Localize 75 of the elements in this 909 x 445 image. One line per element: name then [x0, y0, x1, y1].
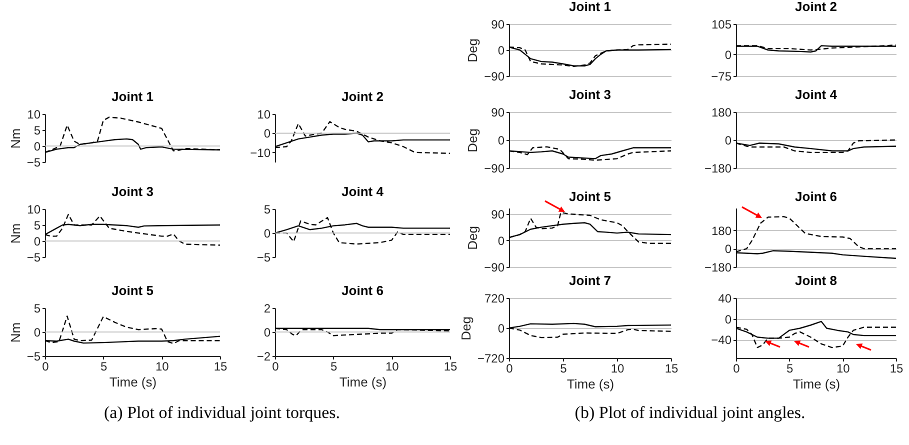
x-tick-label: 15: [444, 360, 458, 374]
y-tick-label: 180: [711, 106, 732, 120]
y-tick-label: 10: [27, 108, 41, 122]
x-tick-label: 10: [385, 360, 400, 374]
y-axis-title: Deg: [465, 128, 480, 152]
y-axis-title: Nm: [8, 223, 23, 244]
text: (a) Plot of individual joint torques.: [104, 403, 340, 423]
y-tick-label: −75: [711, 70, 732, 84]
x-tick-label: 0: [506, 362, 514, 376]
y-tick-label: 0: [724, 242, 732, 256]
y-tick-label: −720: [477, 352, 505, 366]
y-tick-label: 10: [257, 108, 271, 122]
y-axis-title: Deg: [465, 38, 480, 62]
x-tick-label: 5: [560, 362, 568, 376]
x-axis-title: Time (s): [339, 374, 387, 390]
y-tick-label: 90: [491, 106, 505, 120]
y-tick-label: 0: [34, 140, 41, 154]
y-tick-label: 105: [711, 18, 732, 32]
y-tick-label: 90: [491, 207, 505, 222]
x-tick-label: 10: [836, 362, 850, 376]
y-tick-label: 90: [491, 18, 505, 32]
y-tick-label: 0: [724, 134, 732, 148]
x-tick-label: 10: [155, 360, 170, 374]
y-tick-label: 0: [498, 234, 505, 248]
y-tick-label: 0: [724, 48, 732, 62]
x-tick-label: 0: [272, 360, 280, 374]
x-tick-label: 10: [610, 362, 624, 376]
y-tick-label: 0: [264, 226, 271, 240]
chart-title: Joint 5: [569, 188, 611, 204]
x-axis-title: Time (s): [566, 376, 614, 392]
y-tick-label: 40: [718, 292, 732, 306]
y-tick-label: 0: [498, 322, 505, 336]
x-tick-label: 5: [100, 360, 108, 374]
y-tick-label: 0: [498, 134, 505, 148]
y-tick-label: 0: [264, 126, 271, 141]
y-tick-label: 0: [264, 326, 271, 340]
y-tick-label: −90: [484, 260, 505, 274]
y-tick-label: 0: [34, 234, 41, 248]
y-tick-label: 5: [264, 202, 271, 216]
y-tick-label: −90: [484, 70, 505, 84]
y-tick-label: 2: [264, 302, 271, 316]
x-tick-label: 15: [214, 360, 228, 374]
y-tick-label: 720: [484, 292, 505, 306]
y-tick-label: 180: [711, 224, 732, 238]
y-tick-label: −90: [484, 162, 505, 176]
y-tick-label: 10: [27, 202, 41, 216]
y-tick-label: 5: [34, 302, 41, 316]
y-tick-label: −5: [26, 250, 41, 264]
y-tick-label: −5: [256, 250, 271, 264]
y-tick-label: 0: [724, 312, 732, 326]
y-tick-label: 5: [34, 218, 41, 232]
y-tick-label: 0: [498, 44, 505, 58]
y-axis-title: Deg: [458, 316, 474, 340]
y-tick-label: −180: [704, 260, 732, 274]
x-tick-label: 15: [890, 362, 904, 376]
y-tick-label: −180: [704, 162, 732, 176]
x-axis-title: Time (s): [109, 374, 157, 390]
text: (b) Plot of individual joint angles.: [574, 403, 806, 423]
chart-title: Joint 6: [795, 189, 837, 204]
y-tick-label: −5: [26, 350, 41, 364]
y-tick-label: 0: [34, 326, 41, 340]
x-tick-label: 5: [330, 360, 338, 374]
y-tick-label: −5: [26, 156, 41, 170]
y-tick-label: −2: [256, 350, 271, 364]
y-axis-title: Nm: [8, 322, 23, 343]
x-tick-label: 0: [733, 362, 740, 376]
x-tick-label: 5: [786, 362, 794, 376]
x-tick-label: 15: [664, 362, 678, 376]
y-axis-title: Deg: [465, 226, 480, 250]
y-axis-title: Nm: [8, 128, 23, 149]
y-tick-label: −40: [711, 333, 732, 348]
y-tick-label: 5: [34, 124, 41, 138]
x-tick-label: 0: [42, 360, 50, 374]
y-tick-label: −10: [250, 146, 271, 160]
x-axis-title: Time (s): [792, 376, 840, 392]
